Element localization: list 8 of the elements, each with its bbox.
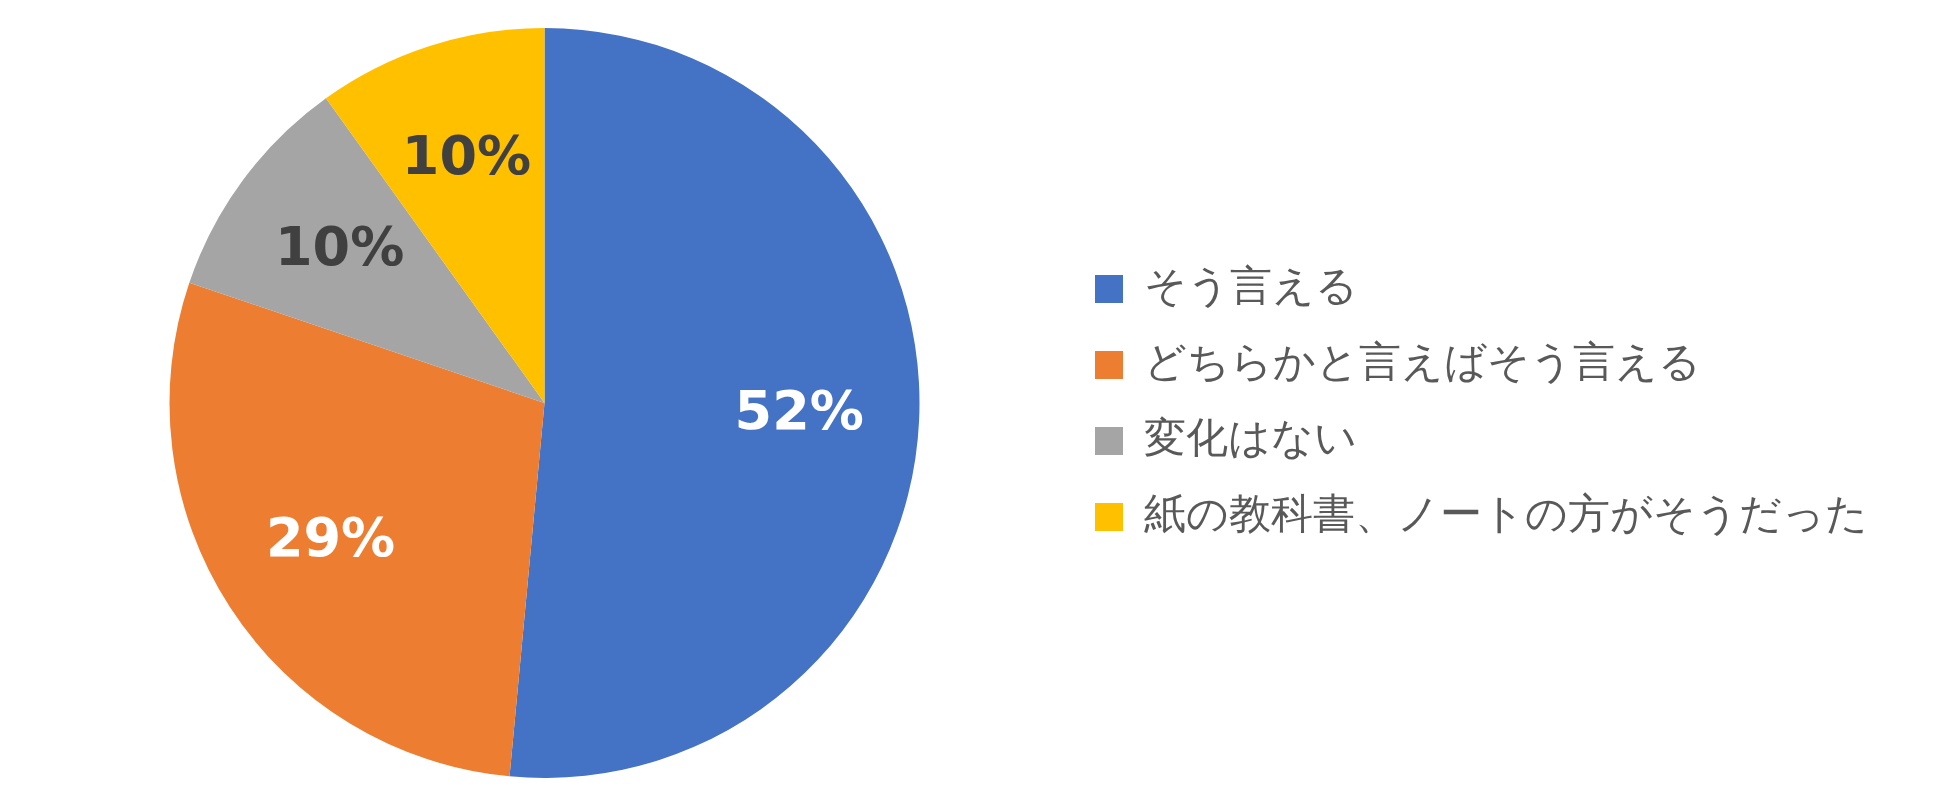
data-label: 10% <box>401 124 532 188</box>
data-label: 10% <box>274 215 405 279</box>
data-label: 52% <box>734 378 864 442</box>
legend-label: 変化はない <box>1144 412 1357 462</box>
legend-label: 紙の教科書、ノートの方がそうだった <box>1144 488 1868 538</box>
data-label: 29% <box>265 505 396 569</box>
legend-label: そう言える <box>1144 260 1358 310</box>
legend-label: どちらかと言えばそう言える <box>1144 336 1701 386</box>
